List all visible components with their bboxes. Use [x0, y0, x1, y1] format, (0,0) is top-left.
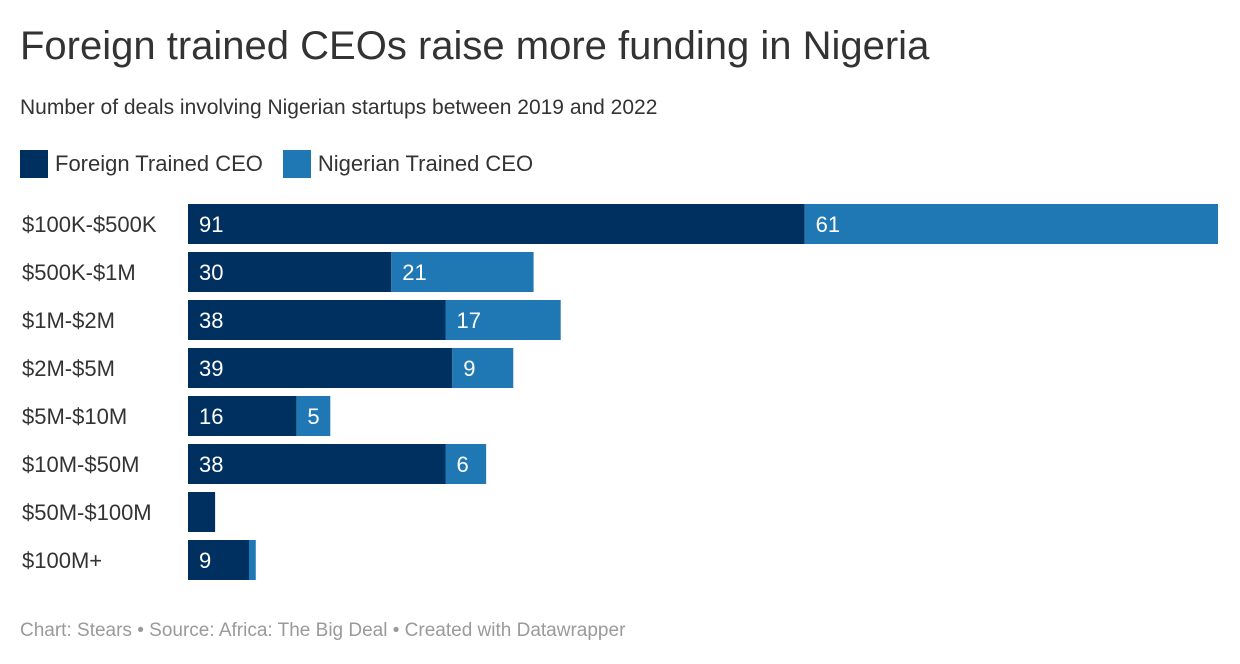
chart-subtitle: Number of deals involving Nigerian start…	[20, 96, 658, 119]
value-label-foreign-1m-2m: 38	[199, 308, 223, 333]
category-label-50m-100m: $50M-$100M	[22, 500, 152, 525]
legend-item-foreign: Foreign Trained CEO	[20, 150, 263, 178]
bar-foreign-100k-500k	[188, 204, 805, 244]
value-label-nigerian-1m-2m: 17	[457, 308, 481, 333]
chart-title: Foreign trained CEOs raise more funding …	[20, 24, 930, 68]
bar-nigerian-10m-50m	[445, 444, 487, 484]
category-label-500k-1m: $500K-$1M	[22, 260, 136, 285]
legend-swatch-nigerian	[282, 150, 311, 178]
value-label-foreign-2m-5m: 39	[199, 356, 223, 381]
bar-nigerian-100m	[248, 540, 256, 580]
chart-footer: Chart: Stears • Source: Africa: The Big …	[20, 620, 626, 641]
bar-foreign-10m-50m	[188, 444, 446, 484]
bar-foreign-5m-10m	[188, 396, 297, 436]
value-label-nigerian-2m-5m: 9	[463, 356, 475, 381]
bar-nigerian-1m-2m	[445, 300, 561, 340]
bar-foreign-1m-2m	[188, 300, 446, 340]
bar-foreign-100m	[188, 540, 249, 580]
value-label-foreign-100m: 9	[199, 548, 211, 573]
value-label-foreign-5m-10m: 16	[199, 404, 223, 429]
stacked-bar-chart: $100K-$500K 91 61 $500K-$1M 30 21 $1M-$2M 38 17 $…	[22, 204, 1218, 580]
bar-nigerian-500k-1m	[391, 252, 534, 292]
legend-swatch-foreign	[20, 150, 48, 178]
category-label-10m-50m: $10M-$50M	[22, 452, 139, 477]
category-label-2m-5m: $2M-$5M	[22, 356, 115, 381]
value-label-foreign-10m-50m: 38	[199, 452, 223, 477]
bar-nigerian-2m-5m	[452, 348, 514, 388]
value-label-foreign-500k-1m: 30	[199, 260, 223, 285]
legend: Foreign Trained CEO Nigerian Trained CEO	[20, 148, 553, 180]
bar-foreign-2m-5m	[188, 348, 453, 388]
value-label-nigerian-100k-500k: 61	[816, 212, 840, 237]
category-label-1m-2m: $1M-$2M	[22, 308, 115, 333]
category-label-100m: $100M+	[22, 548, 102, 573]
bar-foreign-500k-1m	[188, 252, 392, 292]
legend-item-nigerian: Nigerian Trained CEO	[282, 150, 534, 178]
category-label-5m-10m: $5M-$10M	[22, 404, 127, 429]
legend-label-nigerian: Nigerian Trained CEO	[317, 151, 534, 176]
value-label-nigerian-500k-1m: 21	[402, 260, 426, 285]
value-label-foreign-100k-500k: 91	[199, 212, 223, 237]
legend-label-foreign: Foreign Trained CEO	[55, 151, 263, 176]
bar-nigerian-100k-500k	[804, 204, 1218, 244]
category-label-100k-500k: $100K-$500K	[22, 212, 157, 237]
bar-foreign-50m-100m	[188, 492, 216, 532]
value-label-nigerian-10m-50m: 6	[457, 452, 469, 477]
bar-nigerian-5m-10m	[296, 396, 331, 436]
value-label-nigerian-5m-10m: 5	[307, 404, 319, 429]
